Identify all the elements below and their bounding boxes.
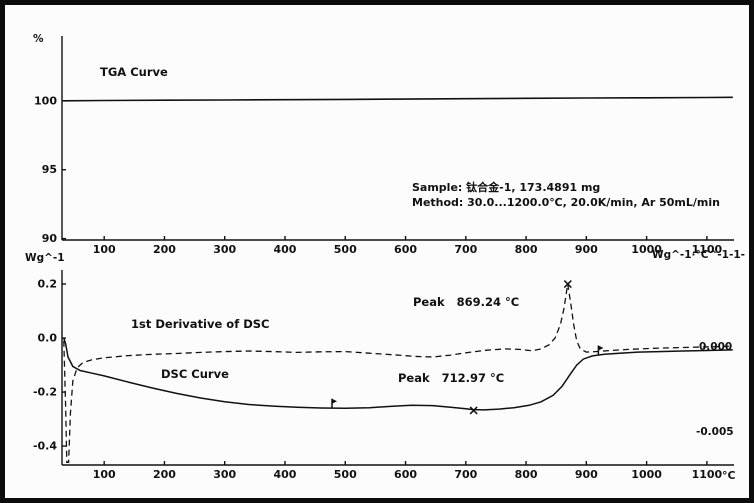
x-tick-label: 300: [213, 243, 236, 256]
x-tick-label: 100: [93, 468, 116, 481]
x-tick-label: 800: [515, 243, 538, 256]
panel-1: 100 200 300 400 500 600 700 800 900 1000 1100 0.2 0.…: [33, 270, 734, 481]
sample-info-line: Sample: 钛合金-1, 173.4891 mg: [412, 181, 601, 194]
tga-curve-line: [63, 96, 733, 102]
x-tick-label: 800: [515, 468, 538, 481]
y-tick-label: 95: [42, 163, 57, 176]
method-info-line: Method: 30.0...1200.0℃, 20.0K/min, Ar 50…: [412, 196, 720, 209]
x-tick-label: 700: [454, 243, 477, 256]
x-tick-label: 500: [334, 468, 357, 481]
x-tick-label: 100: [93, 243, 116, 256]
x-tick-label: 1000: [631, 243, 662, 256]
x-tick-label: 900: [575, 468, 598, 481]
x-tick-label: 1000: [631, 468, 662, 481]
1st-derivative-of-dsc-line: [63, 283, 733, 463]
right-axis-tick-negative: -0.005: [696, 426, 734, 438]
x-tick-label: 1100: [692, 243, 723, 256]
x-tick-label: 600: [394, 468, 417, 481]
x-tick-label: 900: [575, 243, 598, 256]
x-tick-label: 500: [334, 243, 357, 256]
x-tick-label: 700: [454, 468, 477, 481]
derivative-curve-label: 1st Derivative of DSC: [131, 317, 270, 331]
dsc-curve-label: DSC Curve: [161, 367, 229, 381]
x-tick-label: 400: [274, 243, 297, 256]
bottom-x-axis-unit: °C: [722, 469, 736, 482]
x-tick-label: 600: [394, 243, 417, 256]
x-tick-label: 200: [153, 468, 176, 481]
y-tick-label: -0.2: [33, 386, 57, 399]
panel-0: 100 200 300 400 500 600 700 800 900 1000 1100 100 95…: [34, 36, 734, 256]
dsc-curve-line: [63, 337, 733, 411]
x-tick-label: 300: [213, 468, 236, 481]
top-y-axis-unit: %: [33, 33, 44, 45]
y-tick-label: -0.4: [33, 440, 57, 453]
peak-dsc-annotation: Peak 712.97 °C: [398, 371, 505, 385]
x-tick-label: 1100: [692, 468, 723, 481]
y-tick-label: 0.2: [38, 278, 58, 291]
y-tick-label: 0.0: [38, 332, 58, 345]
y-tick-label: 100: [34, 94, 57, 107]
x-tick-label: 200: [153, 243, 176, 256]
x-tick-label: 400: [274, 468, 297, 481]
right-y-axis-unit: Wg^-1·°C^-1-1-: [652, 249, 745, 261]
bottom-y-axis-unit: Wg^-1: [25, 252, 65, 264]
peak-derivative-annotation: Peak 869.24 °C: [413, 295, 520, 309]
right-axis-tick-zero: 0.000: [699, 341, 733, 353]
tga-curve-label: TGA Curve: [100, 65, 168, 79]
y-tick-label: 90: [42, 232, 58, 245]
